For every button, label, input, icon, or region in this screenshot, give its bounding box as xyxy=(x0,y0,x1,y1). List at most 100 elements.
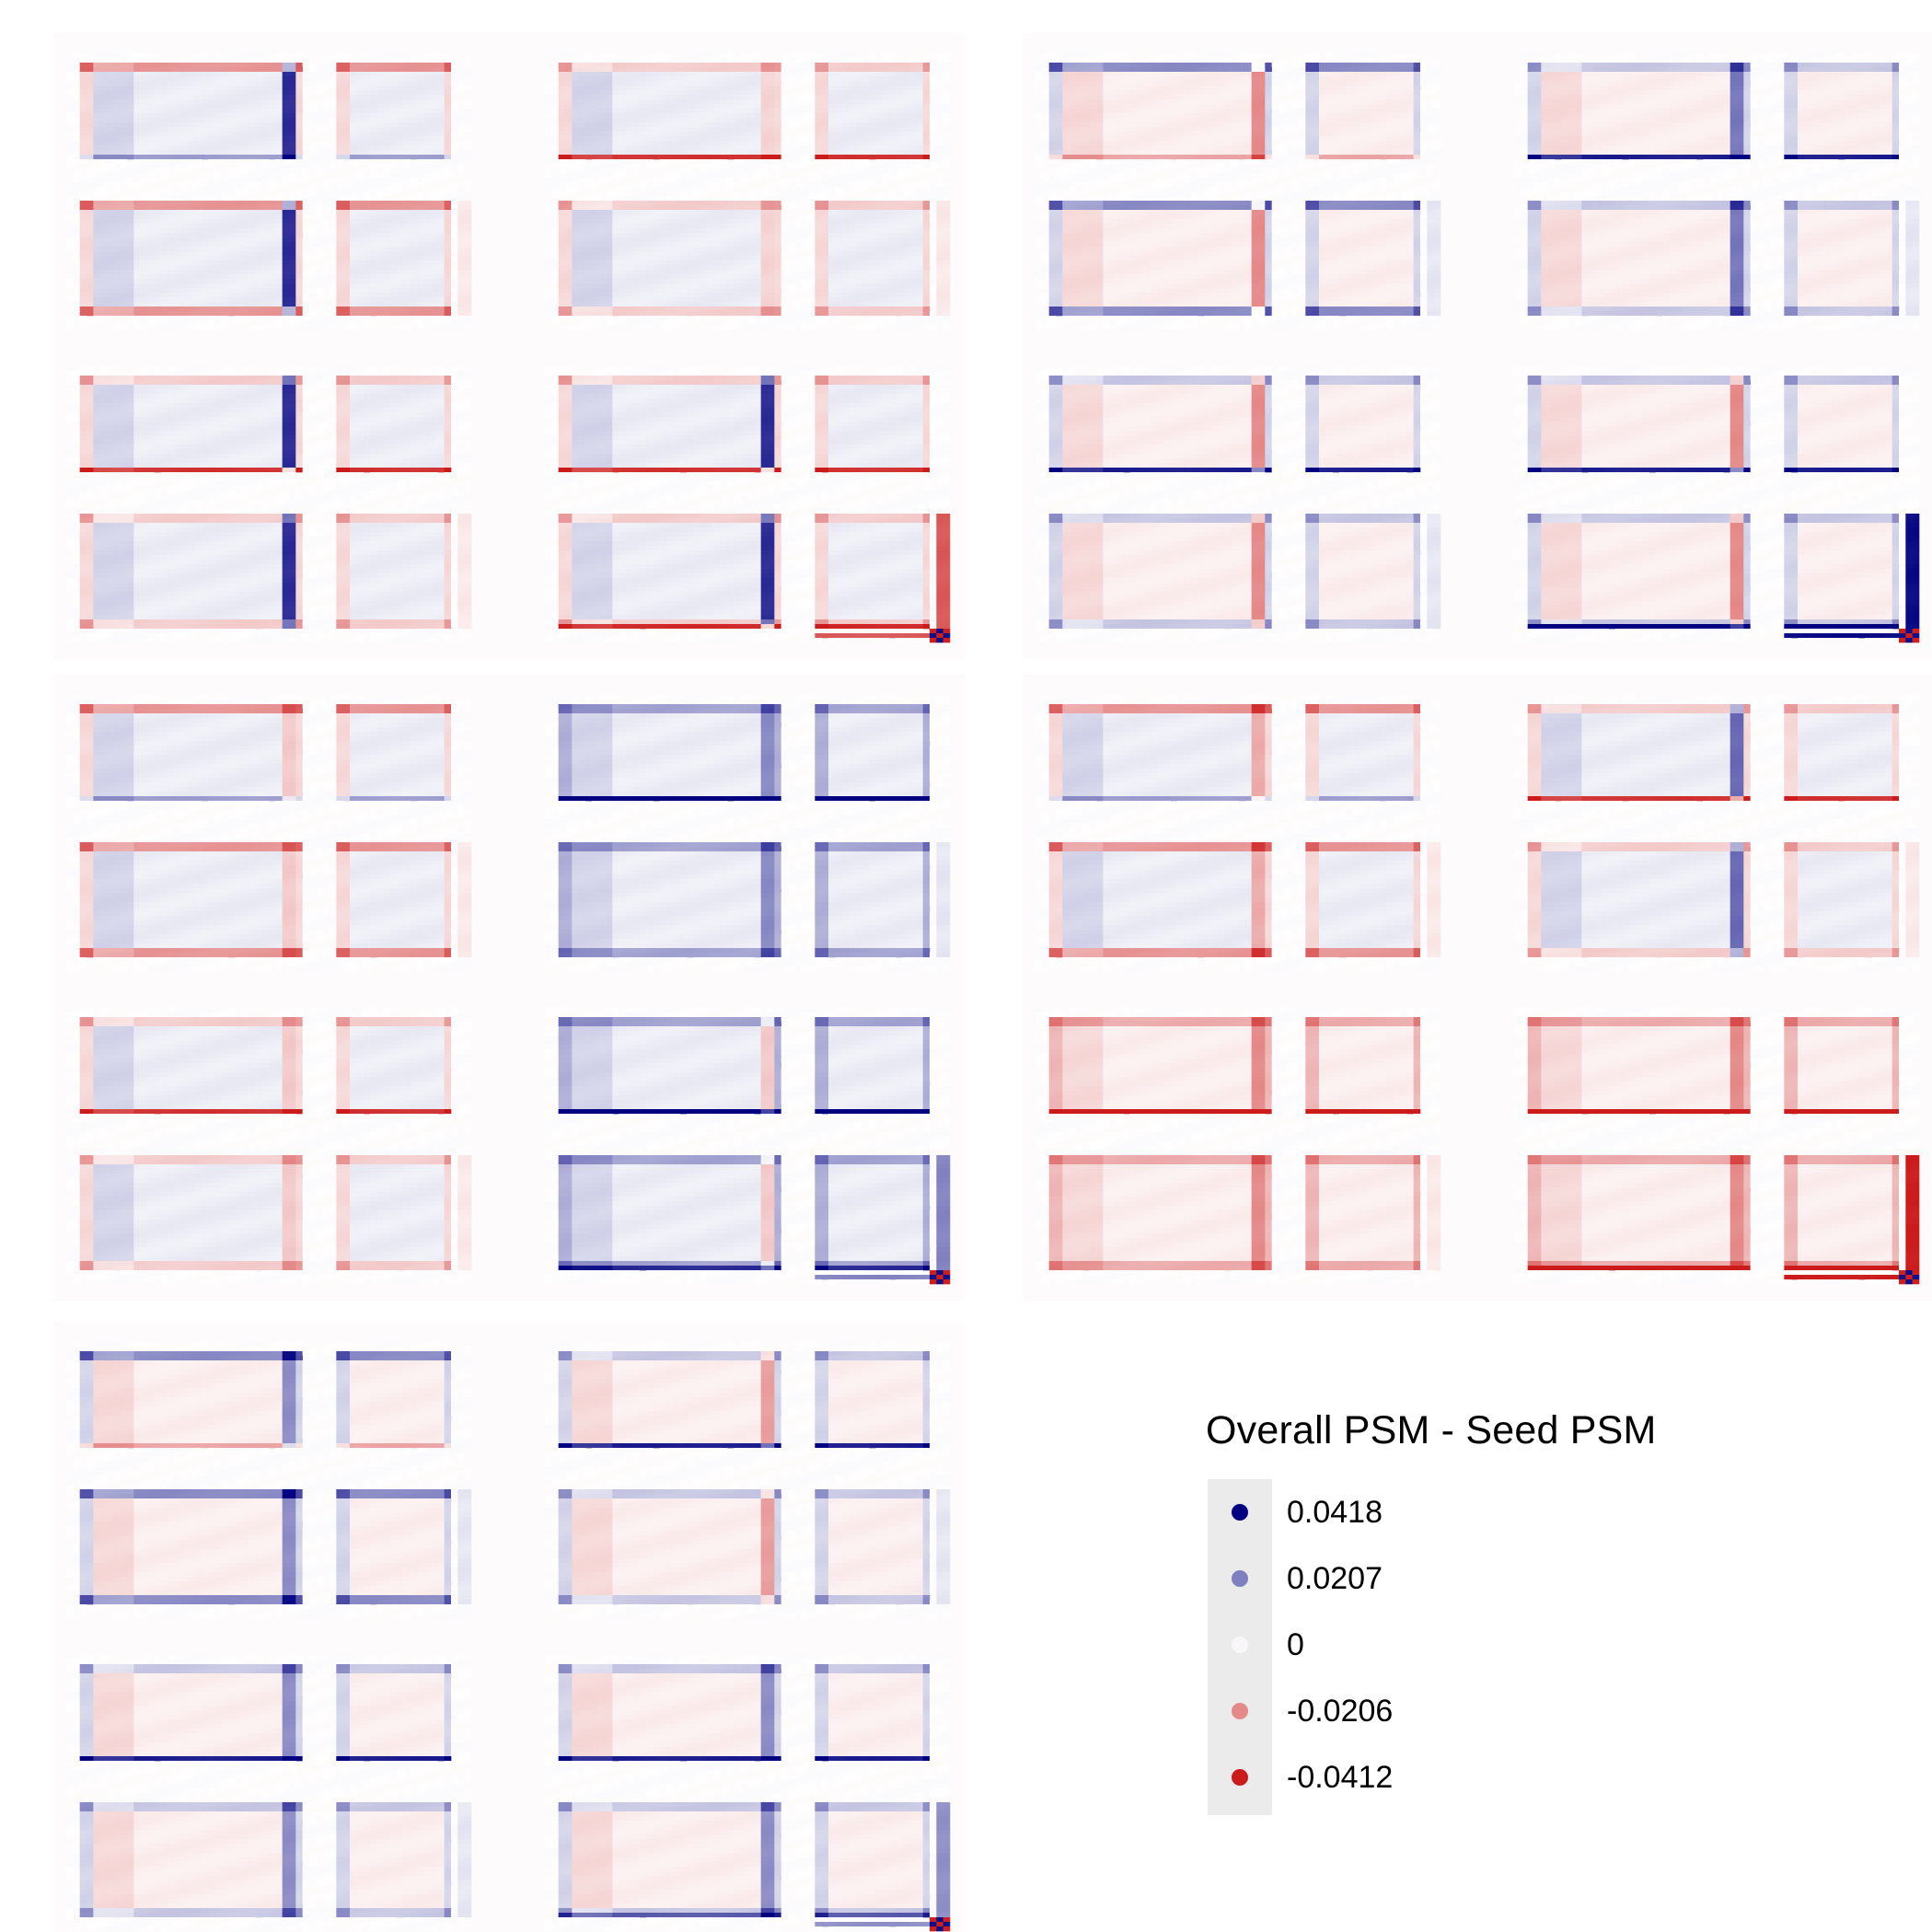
heatmap-cell xyxy=(127,109,134,113)
heatmap-cell xyxy=(113,76,121,81)
heatmap-cell xyxy=(451,76,465,81)
heatmap-cell xyxy=(303,265,310,270)
heatmap-cell xyxy=(397,233,417,237)
heatmap-cell xyxy=(356,274,364,279)
heatmap-cell xyxy=(275,242,283,247)
heatmap-cell xyxy=(384,182,391,187)
heatmap-cell xyxy=(356,251,364,256)
heatmap-cell xyxy=(228,251,236,256)
heatmap-cell xyxy=(208,63,222,67)
heatmap-cell xyxy=(437,256,445,260)
heatmap-cell xyxy=(269,260,276,265)
heatmap-cell xyxy=(364,90,371,95)
heatmap-cell xyxy=(336,187,343,191)
heatmap-cell xyxy=(73,182,100,187)
heatmap-cell xyxy=(316,247,323,251)
heatmap-cell xyxy=(242,205,249,210)
heatmap-cell xyxy=(411,242,418,247)
heatmap-cell xyxy=(141,141,148,145)
heatmap-cell xyxy=(80,233,87,237)
heatmap-cell xyxy=(228,210,236,214)
heatmap-cell xyxy=(222,109,229,113)
heatmap-cell xyxy=(249,145,256,150)
heatmap-cell xyxy=(445,132,452,136)
heatmap-cell xyxy=(262,127,276,132)
heatmap-cell xyxy=(424,53,432,58)
heatmap-cell xyxy=(194,242,202,247)
heatmap-cell xyxy=(181,210,189,214)
heatmap-cell xyxy=(202,214,209,219)
heatmap-cell xyxy=(107,228,114,233)
heatmap-cell xyxy=(228,201,249,205)
heatmap-cell xyxy=(275,247,283,251)
heatmap-cell xyxy=(275,228,283,233)
heatmap-cell xyxy=(235,228,242,233)
heatmap-cell xyxy=(404,159,411,164)
heatmap-cell xyxy=(457,191,465,196)
heatmap-cell xyxy=(255,76,262,81)
heatmap-cell xyxy=(262,81,270,86)
heatmap-cell xyxy=(309,265,317,270)
heatmap-cell xyxy=(228,104,236,109)
heatmap-cell xyxy=(228,95,242,99)
heatmap-cell xyxy=(262,122,270,127)
heatmap-cell xyxy=(100,113,108,118)
heatmap-cell xyxy=(194,210,214,214)
heatmap-cell xyxy=(73,247,80,251)
heatmap-cell xyxy=(255,155,262,159)
heatmap-cell xyxy=(147,260,155,265)
heatmap-cell xyxy=(370,178,398,182)
heatmap-cell xyxy=(235,270,242,274)
heatmap-cell xyxy=(451,265,458,270)
heatmap-cell xyxy=(121,67,134,72)
heatmap-cell xyxy=(194,260,202,265)
heatmap-cell xyxy=(107,168,114,173)
heatmap-cell xyxy=(370,260,384,265)
heatmap-cell xyxy=(228,196,236,201)
heatmap-cell xyxy=(330,86,337,90)
heatmap-cell xyxy=(411,141,418,145)
heatmap-cell xyxy=(174,127,181,132)
heatmap-cell xyxy=(181,233,195,237)
heatmap-cell xyxy=(73,150,80,155)
heatmap-cell xyxy=(295,191,303,196)
heatmap-cell xyxy=(208,237,215,242)
heatmap-cell xyxy=(147,256,155,260)
heatmap-cell xyxy=(451,270,458,274)
heatmap-cell xyxy=(161,155,175,159)
heatmap-cell xyxy=(404,118,411,122)
heatmap-cell xyxy=(194,205,202,210)
heatmap-cell xyxy=(255,256,262,260)
heatmap-cell xyxy=(275,274,283,279)
heatmap-cell xyxy=(451,53,471,58)
heatmap-cell xyxy=(222,53,229,58)
heatmap-cell xyxy=(174,86,181,90)
heatmap-cell xyxy=(303,86,310,90)
heatmap-cell xyxy=(100,173,108,178)
heatmap-cell xyxy=(113,228,121,233)
heatmap-cell xyxy=(66,242,74,247)
heatmap-cell xyxy=(147,168,155,173)
heatmap-cell xyxy=(303,145,310,150)
heatmap-cell xyxy=(356,155,364,159)
heatmap-cell xyxy=(356,210,364,214)
heatmap-cell xyxy=(411,270,418,274)
heatmap-cell xyxy=(269,141,276,145)
heatmap-cell xyxy=(350,141,357,145)
heatmap-cell xyxy=(275,145,283,150)
heatmap-cell xyxy=(93,247,100,251)
heatmap-cell xyxy=(437,67,445,72)
heatmap-cell xyxy=(417,260,424,265)
heatmap-cell xyxy=(303,118,323,122)
heatmap-cell xyxy=(445,99,452,104)
heatmap-cell xyxy=(141,118,148,122)
heatmap-cell xyxy=(269,72,276,76)
heatmap-cell xyxy=(356,86,364,90)
heatmap-cell xyxy=(262,224,270,228)
heatmap-cell xyxy=(451,242,458,247)
heatmap-cell xyxy=(73,214,80,219)
heatmap-cell xyxy=(437,196,445,201)
heatmap-cell xyxy=(275,237,283,242)
heatmap-cell xyxy=(249,260,262,265)
heatmap-cell xyxy=(121,168,148,173)
